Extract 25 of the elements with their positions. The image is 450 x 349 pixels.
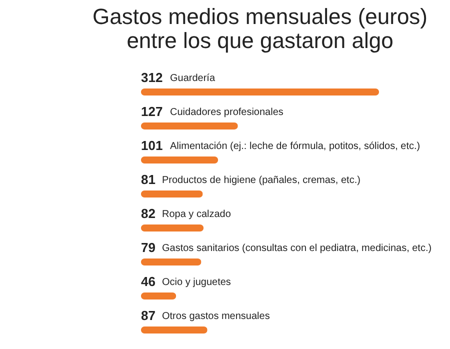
bar: [141, 224, 204, 232]
data-label: 101: [141, 138, 163, 153]
bar: [141, 326, 208, 334]
bar: [141, 258, 202, 266]
data-label: 312: [141, 70, 163, 85]
y-tick-label: Guardería: [170, 73, 216, 84]
y-tick-label: Otros gastos mensuales: [162, 311, 270, 322]
data-label: 127: [141, 104, 163, 119]
chart-title: Gastos medios mensuales (euros) entre los que gastaron algo: [92, 4, 428, 53]
data-label: 81: [141, 172, 156, 187]
bar: [141, 156, 218, 164]
data-label: 87: [141, 308, 156, 323]
y-tick-label: Cuidadores profesionales: [170, 107, 284, 118]
bar: [141, 292, 176, 300]
data-label: 82: [141, 206, 156, 221]
bar: [141, 190, 203, 198]
data-label: 46: [141, 274, 156, 289]
data-label: 79: [141, 240, 156, 255]
y-tick-label: Ropa y calzado: [162, 209, 232, 220]
y-tick-label: Productos de higiene (pañales, cremas, etc.): [162, 175, 360, 186]
y-tick-label: Ocio y juguetes: [162, 277, 231, 288]
y-tick-label: Gastos sanitarios (consultas con el pediatra, medicinas, etc.): [162, 243, 432, 254]
bar: [141, 122, 238, 130]
bar: [141, 88, 379, 96]
y-tick-label: Alimentación (ej.: leche de fórmula, potitos, sólidos, etc.): [170, 141, 420, 152]
